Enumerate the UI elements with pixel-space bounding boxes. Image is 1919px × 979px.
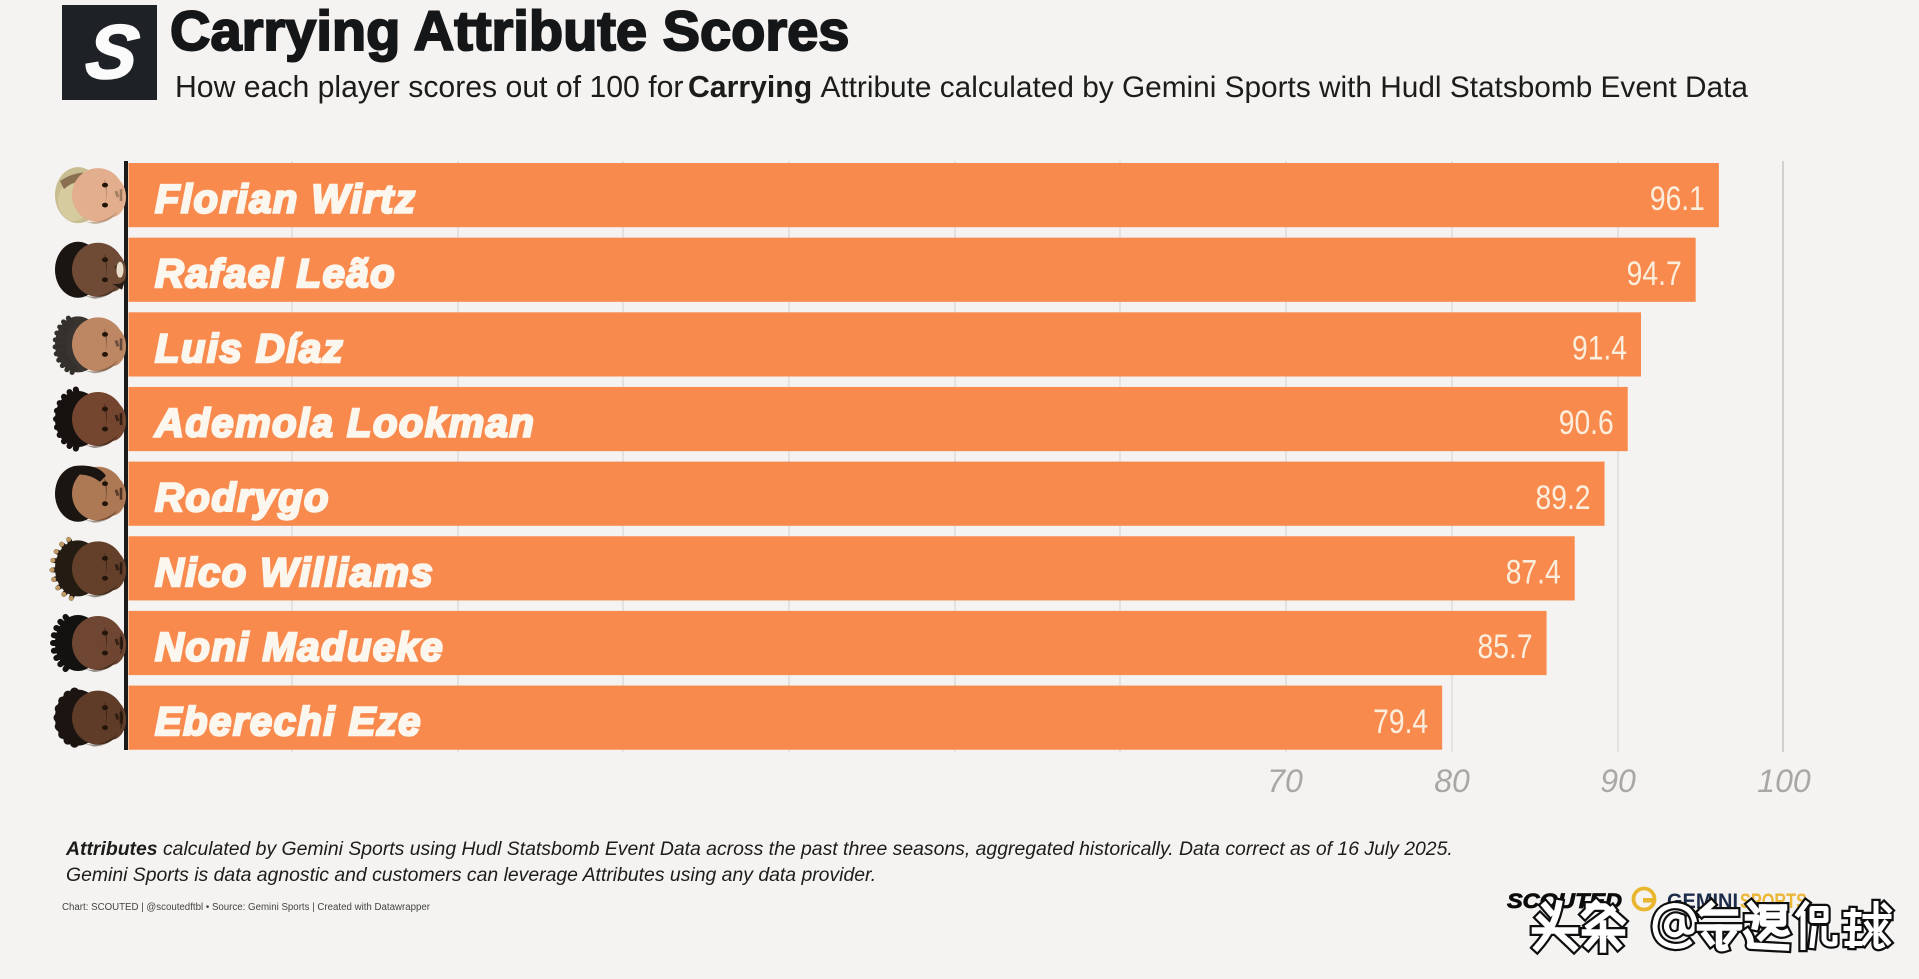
- svg-text:Chart: SCOUTED | @scoutedftbl: Chart: SCOUTED | @scoutedftbl • Source: …: [62, 902, 431, 913]
- svg-text:Carrying: Carrying: [688, 71, 812, 104]
- svg-text:Noni Madueke: Noni Madueke: [155, 625, 444, 669]
- svg-text:Gemini Sports is data agnostic: Gemini Sports is data agnostic and custo…: [66, 864, 876, 886]
- svg-text:91.4: 91.4: [1572, 330, 1627, 368]
- svg-text:Attributes calculated by Gemin: Attributes calculated by Gemini Sports u…: [65, 838, 1453, 860]
- svg-text:80: 80: [1434, 763, 1470, 799]
- svg-text:Ademola Lookman: Ademola Lookman: [154, 401, 535, 445]
- svg-text:Rafael Leão: Rafael Leão: [155, 252, 396, 296]
- svg-text:Luis Díaz: Luis Díaz: [155, 327, 344, 371]
- svg-text:Rodrygo: Rodrygo: [155, 476, 330, 520]
- svg-text:Nico Williams: Nico Williams: [155, 551, 434, 595]
- svg-text:100: 100: [1757, 763, 1811, 799]
- svg-text:79.4: 79.4: [1373, 703, 1428, 741]
- svg-text:94.7: 94.7: [1627, 255, 1682, 293]
- svg-text:70: 70: [1267, 763, 1303, 799]
- svg-text:Eberechi Eze: Eberechi Eze: [155, 700, 422, 744]
- svg-text:89.2: 89.2: [1536, 479, 1591, 517]
- svg-text:90.6: 90.6: [1559, 404, 1614, 442]
- svg-text:96.1: 96.1: [1650, 180, 1705, 218]
- svg-text:How each player scores out of: How each player scores out of 100 for: [175, 71, 683, 104]
- svg-text:Attribute calculated by Gemini: Attribute calculated by Gemini Sports wi…: [821, 71, 1749, 104]
- svg-text:90: 90: [1600, 763, 1636, 799]
- svg-text:Carrying Attribute Scores: Carrying Attribute Scores: [170, 0, 849, 62]
- svg-text:87.4: 87.4: [1506, 553, 1561, 591]
- svg-text:Florian Wirtz: Florian Wirtz: [155, 178, 416, 222]
- svg-text:85.7: 85.7: [1478, 628, 1533, 666]
